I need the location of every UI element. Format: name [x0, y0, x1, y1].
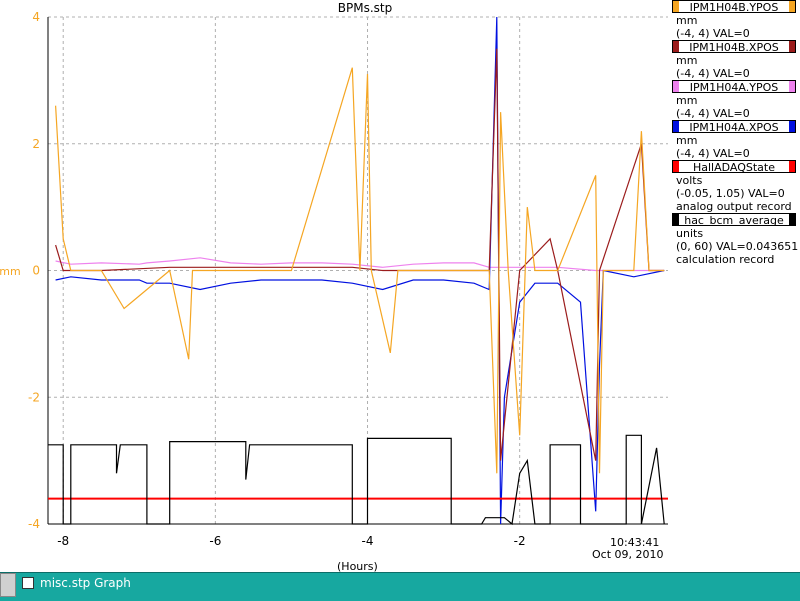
legend-range: (-4, 4) VAL=0 — [676, 27, 750, 40]
legend-swatch — [789, 161, 795, 172]
taskbar-label[interactable]: misc.stp Graph — [40, 576, 131, 590]
x-tick-label: -6 — [209, 534, 221, 548]
legend-record-type: analog output record — [676, 200, 792, 213]
end-time: 10:43:41 — [610, 536, 660, 549]
legend-entry-ipm1h04a-xpos[interactable]: IPM1H04A.XPOS — [672, 120, 796, 133]
y-tick-label: 0 — [32, 264, 40, 278]
legend-entry-ipm1h04b-xpos[interactable]: IPM1H04B.XPOS — [672, 40, 796, 53]
legend-units: mm — [676, 94, 698, 107]
legend-swatch — [673, 41, 679, 52]
legend-entry-hac-bcm-average[interactable]: hac_bcm_average — [672, 213, 796, 226]
legend-swatch — [673, 214, 679, 225]
legend-units: mm — [676, 14, 698, 27]
legend-units: mm — [676, 134, 698, 147]
x-axis-label: (Hours) — [337, 560, 378, 573]
legend-units: units — [676, 227, 704, 240]
end-date: Oct 09, 2010 — [592, 548, 664, 561]
legend-swatch — [789, 41, 795, 52]
series-line-ipm1h04a-ypos — [55, 257, 665, 272]
taskbar: misc.stp Graph — [0, 572, 800, 601]
legend-swatch — [673, 1, 679, 12]
legend-series-name: IPM1H04B.XPOS — [689, 41, 779, 53]
legend-entry-ipm1h04b-ypos[interactable]: IPM1H04B.YPOS — [672, 0, 796, 13]
window-icon[interactable] — [22, 577, 34, 589]
series-line-ipm1h04b-ypos — [55, 67, 665, 474]
legend-swatch — [789, 121, 795, 132]
y-tick-label: 2 — [32, 137, 40, 151]
x-tick-label: -4 — [362, 534, 374, 548]
legend-swatch — [673, 161, 679, 172]
legend-swatch — [789, 81, 795, 92]
legend-swatch — [673, 121, 679, 132]
legend-swatch — [789, 214, 795, 225]
x-tick-label: -8 — [57, 534, 69, 548]
series-line-ipm1h04a-xpos — [55, 16, 665, 525]
y-tick-label: 4 — [32, 10, 40, 24]
legend-entry-ipm1h04a-ypos[interactable]: IPM1H04A.YPOS — [672, 80, 796, 93]
legend-series-name: IPM1H04A.XPOS — [689, 121, 779, 133]
chart-title: BPMs.stp — [337, 1, 393, 15]
series-line-ipm1h04b-xpos — [55, 48, 665, 461]
legend-units: volts — [676, 174, 703, 187]
legend-range: (-4, 4) VAL=0 — [676, 67, 750, 80]
legend-series-name: IPM1H04B.YPOS — [689, 1, 779, 13]
y-axis-label: mm — [0, 265, 21, 278]
legend-series-name: HallADAQState — [692, 161, 776, 173]
legend-swatch — [789, 1, 795, 12]
legend-swatch — [673, 81, 679, 92]
legend-record-type: calculation record — [676, 253, 775, 266]
legend-series-name: IPM1H04A.YPOS — [689, 81, 779, 93]
y-tick-label: -2 — [28, 390, 40, 404]
legend-range: (-4, 4) VAL=0 — [676, 147, 750, 160]
y-tick-label: -4 — [28, 517, 40, 531]
legend-series-name: hac_bcm_average — [684, 214, 784, 226]
legend-entry-halladaqstate[interactable]: HallADAQState — [672, 160, 796, 173]
legend-range: (-0.05, 1.05) VAL=0 — [676, 187, 785, 200]
series-line-hac-bcm-average — [48, 434, 665, 526]
bpm-chart: -8 -6 -4 -2 -4 -2 0 2 4 mm — [0, 10, 668, 548]
scroll-left-button[interactable] — [0, 573, 16, 597]
x-tick-label: -2 — [514, 534, 526, 548]
legend-range: (0, 60) VAL=0.043651 — [676, 240, 799, 253]
legend-range: (-4, 4) VAL=0 — [676, 107, 750, 120]
legend-units: mm — [676, 54, 698, 67]
